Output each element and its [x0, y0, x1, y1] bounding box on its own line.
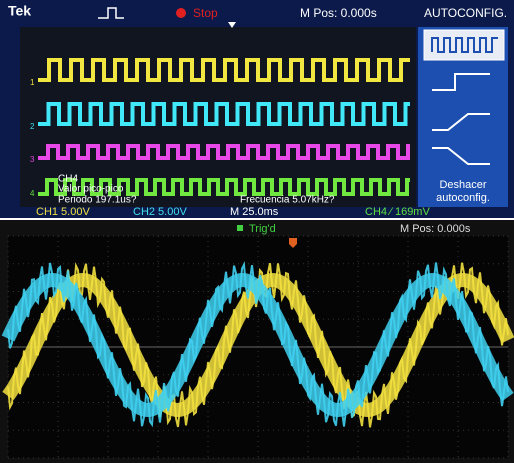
channel-marker: 3	[30, 155, 35, 164]
menu-undo: autoconfig.	[436, 192, 490, 204]
run-state: Stop	[193, 6, 218, 20]
channel-marker: 4	[30, 189, 35, 198]
menu-title: AUTOCONFIG.	[424, 6, 507, 20]
bottom-position: M Pos: 0.000s	[400, 223, 471, 235]
meas-peak: Valor pico-pico	[58, 184, 124, 195]
ch2-scale: CH2 5.00V	[133, 206, 187, 218]
timebase: M 25.0ms	[230, 206, 279, 218]
trig-status: Trig'd	[249, 223, 276, 235]
position: M Pos: 0.000s	[300, 6, 377, 20]
channel-marker: 1	[30, 78, 35, 87]
menu-undo: Deshacer	[439, 179, 486, 191]
trig-icon	[237, 225, 243, 231]
stop-dot	[176, 8, 186, 18]
trigger-level: CH4 ∕ 169mV	[365, 206, 430, 218]
meas-period: Periodo 197.1us?	[58, 195, 137, 206]
brand: Tek	[8, 3, 31, 19]
meas-frequency: Frecuencia 5.07kHz?	[240, 195, 335, 206]
oscilloscope-photos: Tek Stop M Pos: 0.000s AUTOCONFIG. Desha…	[0, 0, 514, 463]
ch1-scale: CH1 5.00V	[36, 206, 90, 218]
channel-marker: 2	[30, 122, 35, 131]
